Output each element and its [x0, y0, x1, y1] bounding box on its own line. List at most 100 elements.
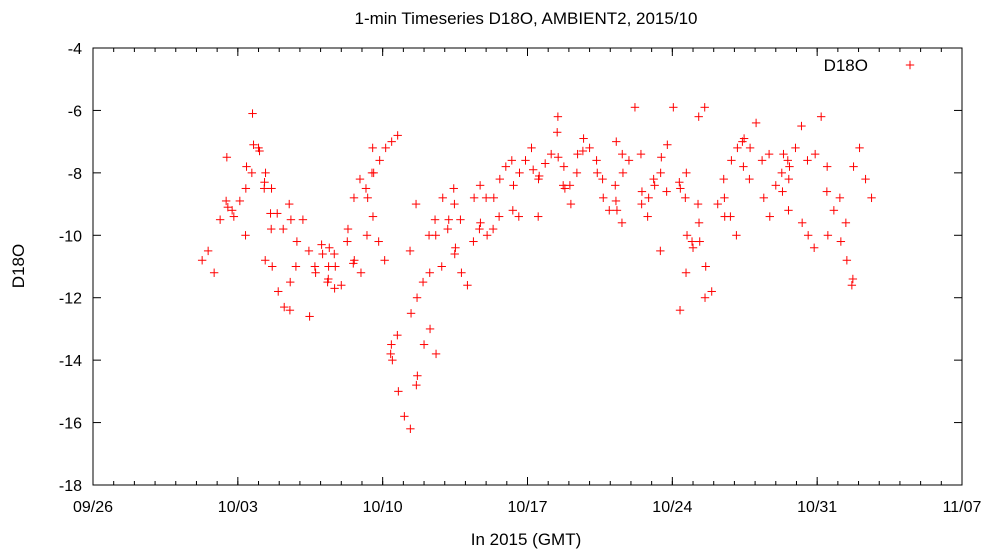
- data-point: [599, 193, 608, 203]
- data-point: [713, 199, 722, 209]
- data-point: [425, 268, 434, 277]
- data-point: [368, 143, 377, 153]
- data-point: [617, 218, 627, 227]
- data-point: [361, 184, 371, 193]
- data-point: [507, 156, 517, 165]
- data-point: [375, 156, 384, 165]
- data-point: [650, 181, 659, 190]
- data-point: [310, 262, 320, 271]
- data-point: [509, 181, 518, 190]
- data-point: [469, 193, 479, 203]
- data-point: [387, 340, 396, 349]
- legend-plus-marker: [905, 60, 915, 70]
- x-tick-label: 11/07: [943, 499, 982, 516]
- data-point: [560, 184, 570, 193]
- data-point: [260, 184, 269, 193]
- data-point: [241, 231, 250, 240]
- data-point: [829, 206, 839, 215]
- data-point: [757, 156, 767, 165]
- data-point: [394, 387, 403, 396]
- data-point: [425, 324, 435, 334]
- data-point: [823, 231, 833, 240]
- data-point: [669, 103, 678, 112]
- data-point: [611, 181, 620, 190]
- data-point: [593, 168, 602, 178]
- data-point: [349, 193, 359, 203]
- data-point: [337, 281, 346, 290]
- y-axis-label: D18O: [9, 244, 28, 288]
- data-point: [235, 196, 245, 206]
- data-point: [809, 243, 819, 252]
- data-point: [495, 174, 505, 184]
- data-point: [701, 262, 710, 271]
- data-point: [822, 187, 832, 196]
- data-point: [662, 187, 671, 196]
- data-point: [274, 287, 283, 296]
- data-point: [682, 231, 692, 240]
- data-point: [411, 199, 421, 209]
- data-point: [687, 237, 697, 246]
- data-point: [745, 174, 754, 184]
- data-point: [267, 224, 276, 234]
- data-point: [203, 246, 213, 256]
- data-point: [612, 206, 622, 215]
- x-tick-label: 10/31: [797, 499, 837, 516]
- data-point: [430, 215, 440, 224]
- data-point: [343, 237, 352, 246]
- data-point: [553, 112, 563, 121]
- data-point: [405, 246, 415, 256]
- data-point: [779, 149, 788, 159]
- y-tick-label: -4: [68, 41, 82, 58]
- data-point: [797, 218, 807, 227]
- data-point: [849, 162, 858, 171]
- y-tick-label: -18: [59, 478, 82, 495]
- data-point: [286, 277, 295, 287]
- data-point: [197, 256, 207, 265]
- data-point: [286, 215, 296, 224]
- data-point: [612, 137, 621, 146]
- data-point: [273, 209, 282, 218]
- data-point: [688, 243, 698, 252]
- data-point: [682, 168, 691, 178]
- data-point: [241, 184, 251, 193]
- data-point: [247, 168, 257, 178]
- data-point: [572, 168, 582, 178]
- data-point: [476, 218, 485, 227]
- data-point: [636, 149, 646, 159]
- data-point: [362, 231, 372, 240]
- data-point: [443, 224, 452, 234]
- data-point: [816, 112, 826, 121]
- data-point: [331, 262, 340, 271]
- data-point: [592, 156, 601, 165]
- data-point: [675, 306, 685, 315]
- y-tick-label: -16: [59, 416, 82, 433]
- data-point: [611, 196, 621, 206]
- data-point: [412, 380, 421, 390]
- data-point: [605, 206, 614, 215]
- data-point: [311, 268, 320, 277]
- data-point: [565, 181, 575, 190]
- data-point: [700, 293, 710, 302]
- data-point: [388, 355, 397, 365]
- data-point: [733, 143, 742, 153]
- data-point: [381, 143, 390, 153]
- data-point: [861, 174, 870, 184]
- x-tick-label: 10/03: [218, 499, 258, 516]
- data-point: [656, 168, 665, 178]
- data-point: [707, 287, 716, 296]
- data-point: [657, 153, 666, 162]
- data-point: [573, 149, 582, 159]
- x-tick-label: 09/26: [73, 499, 113, 516]
- data-point: [450, 249, 459, 259]
- data-point: [438, 193, 447, 203]
- data-point: [292, 237, 302, 246]
- data-point: [644, 193, 653, 203]
- data-point: [540, 159, 550, 168]
- data-point: [254, 143, 263, 153]
- data-point: [418, 277, 428, 287]
- data-point: [534, 171, 544, 181]
- data-point: [732, 231, 741, 240]
- legend: D18O: [824, 56, 915, 75]
- y-tick-label: -14: [59, 353, 82, 370]
- data-point: [406, 424, 415, 434]
